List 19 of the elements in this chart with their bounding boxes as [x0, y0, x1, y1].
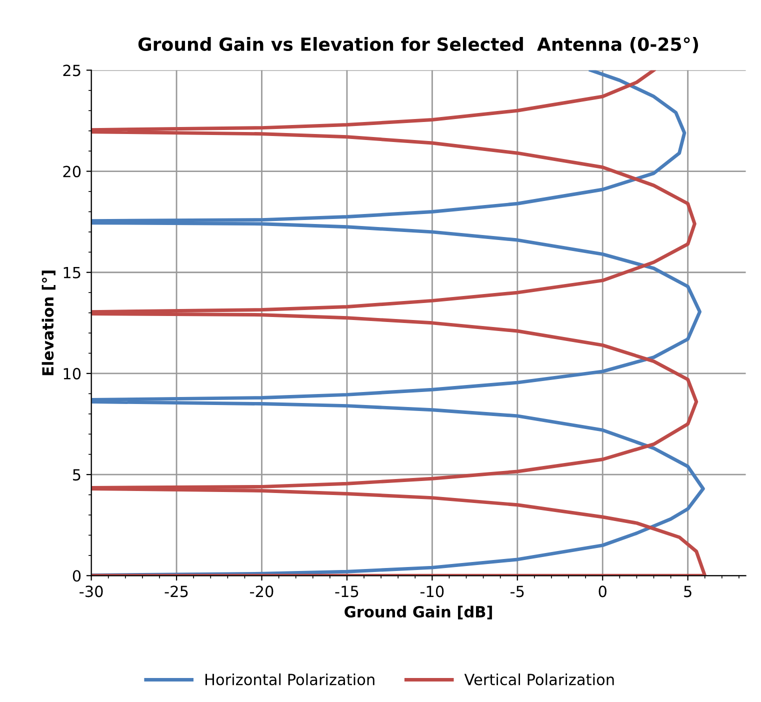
y-tick-label: 0 — [72, 570, 81, 582]
x-tick-label: -25 — [164, 586, 188, 598]
x-tick-label: -10 — [420, 586, 444, 598]
chart-title: Ground Gain vs Elevation for Selected Antenna (0-25°) — [138, 37, 698, 54]
y-tick-label: 5 — [73, 469, 80, 481]
x-tick-label: -20 — [250, 586, 274, 598]
legend-label: Horizontal Polarization — [205, 673, 374, 686]
y-tick-label: 25 — [63, 64, 80, 76]
y-tick-label: 10 — [64, 368, 81, 380]
y-axis-title: Elevation [°] — [42, 270, 56, 376]
legend-label: Vertical Polarization — [464, 673, 614, 686]
x-tick-label: -15 — [335, 586, 358, 598]
x-tick-label: -5 — [510, 586, 524, 598]
x-tick-label: 5 — [684, 586, 692, 598]
x-tick-label: -30 — [80, 586, 103, 598]
y-tick-label: 20 — [63, 166, 81, 178]
x-tick-label: 0 — [598, 586, 606, 598]
x-axis-title: Ground Gain [dB] — [344, 606, 492, 620]
y-tick-label: 15 — [64, 267, 80, 278]
